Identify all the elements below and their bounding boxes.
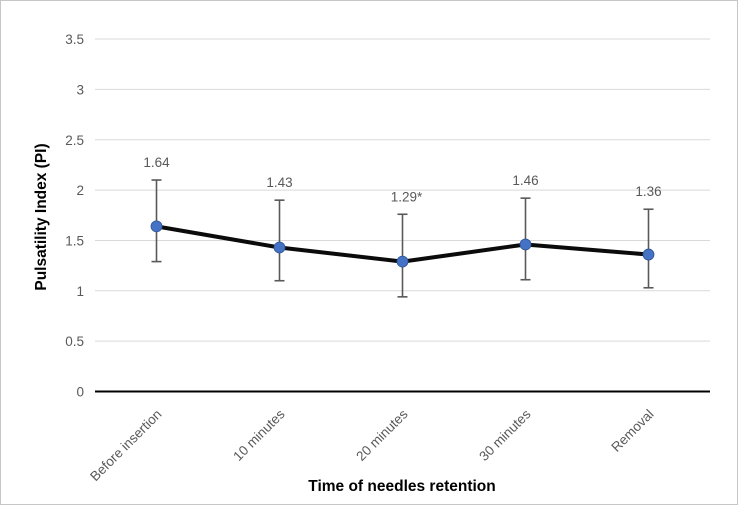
data-point-marker [150,220,163,233]
x-category-label: Removal [608,407,656,455]
data-labels: 1.64 1.43 1.29* 1.46 1.36 [143,155,661,204]
x-category-label: 20 minutes [353,406,410,463]
data-point-marker [519,238,532,251]
y-axis-title: Pulsatility Index (PI) [33,143,50,290]
x-category-label: 10 minutes [230,406,287,463]
x-axis-title: Time of needles retention [308,478,495,495]
y-tick-label: 1.5 [65,233,84,248]
data-point-marker [396,255,409,268]
data-point-label: 1.29* [391,189,423,204]
data-point-label: 1.64 [143,155,170,170]
y-tick-label: 0.5 [65,334,84,349]
y-tick-label: 0 [76,385,84,400]
data-series [150,220,655,268]
y-tick-label: 2 [76,183,84,198]
data-point-label: 1.36 [635,184,661,199]
x-category-label: 30 minutes [476,406,533,463]
y-tick-label: 2.5 [65,133,84,148]
y-tick-label: 3.5 [65,32,84,47]
x-category-label: Before insertion [87,407,164,484]
data-point-label: 1.43 [266,175,292,190]
y-tick-label: 3 [76,82,84,97]
data-point-marker [642,248,655,261]
y-tick-label: 1 [76,284,84,299]
data-point-marker [273,241,286,254]
data-point-label: 1.46 [512,173,538,188]
